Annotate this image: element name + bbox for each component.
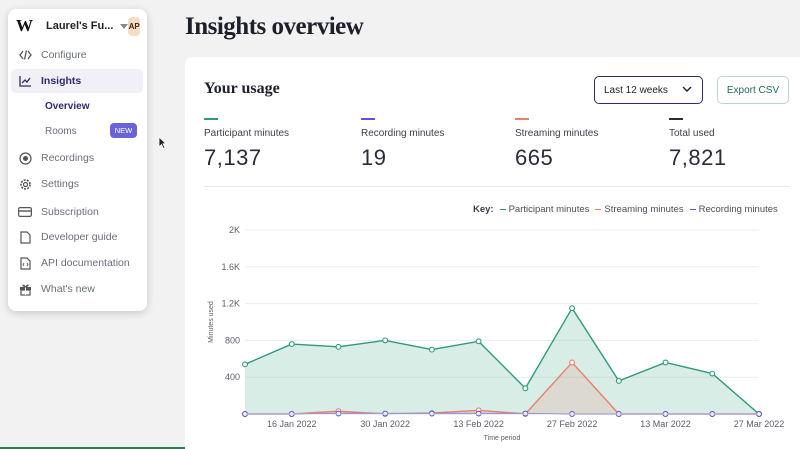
legend-entry-label: Streaming minutes [604,204,684,215]
sidebar-item-label: Configure [41,49,87,61]
data-point [569,359,576,366]
x-tick-label: 30 Jan 2022 [360,419,410,429]
stat-total-used: Total used 7,821 [669,118,727,171]
legend-dash [499,208,506,210]
stat-value: 665 [515,145,554,170]
sidebar-item-label: Settings [41,178,79,190]
gift-icon [18,282,32,296]
sidebar-item-developer-guide[interactable]: Developer guide [11,225,143,249]
gear-icon [18,177,32,191]
sidebar-item-label: Developer guide [41,231,118,243]
data-point [709,370,716,377]
stat-streaming-minutes: Streaming minutes 665 [515,118,598,171]
x-tick-label: 16 Jan 2022 [267,419,317,429]
credit-card-icon [18,205,32,219]
data-point [615,377,622,384]
record-icon [18,151,32,165]
code-document-icon [18,256,32,270]
mouse-cursor-icon [158,136,167,149]
stat-label: Recording minutes [361,128,445,139]
sidebar-item-label: Insights [41,75,82,87]
legend-dash [689,208,696,210]
stat-value: 7,821 [669,145,727,170]
sidebar-item-insights[interactable]: Insights [11,69,143,93]
series-area [245,308,759,414]
code-icon [18,48,32,62]
data-point [382,337,389,344]
legend-entry-label: Recording minutes [698,204,778,215]
stat-label: Streaming minutes [515,128,599,139]
data-point [428,346,435,353]
data-point [522,385,529,392]
line-chart-icon [18,74,32,88]
chart-legend: Key: Participant minutes Streaming minut… [473,204,784,215]
sidebar-item-label: What's new [41,283,95,295]
stat-participant-minutes: Participant minutes 7,137 [204,118,289,171]
date-range-value: Last 12 weeks [604,84,668,96]
stat-value: 7,137 [204,145,262,170]
usage-title: Your usage [204,80,280,97]
page-title: Insights overview [185,13,364,40]
x-tick-label: 27 Feb 2022 [547,419,598,429]
data-point [335,343,342,350]
workspace-name: Laurel's Fu... [46,20,114,32]
data-point [569,305,576,312]
stat-label: Participant minutes [204,128,290,139]
usage-chart: 2K 1.6K 1.2K 800 400 Minutes used 16 Jan 2022 3… [208,225,785,442]
caret-down-icon [120,23,129,29]
avatar[interactable]: AP [128,16,140,36]
workspace-switcher[interactable]: W Laurel's Fu... AP [8,11,147,41]
new-badge: NEW [110,123,137,138]
sidebar: W Laurel's Fu... AP Configure Insights O… [8,9,147,311]
y-tick-label: 400 [225,372,240,382]
legend-entry-streaming: Streaming minutes [595,204,684,215]
sidebar-subitem-rooms[interactable]: Rooms [45,126,77,137]
sidebar-item-configure[interactable]: Configure [11,43,143,67]
document-icon [18,230,32,244]
legend-entry-label: Participant minutes [508,204,590,215]
stat-recording-minutes: Recording minutes 19 [361,118,444,171]
sidebar-item-settings[interactable]: Settings [11,172,143,196]
y-axis-label: Minutes used [208,301,215,343]
stat-label: Total used [669,128,715,139]
legend-entry-recording: Recording minutes [689,204,778,215]
y-tick-label: 800 [225,335,240,345]
usage-card: Your usage Last 12 weeks Export CSV Part… [185,57,800,449]
legend-key-label: Key: [473,204,494,215]
x-tick-label: 13 Feb 2022 [453,419,504,429]
sidebar-item-whats-new[interactable]: What's new [11,277,143,301]
data-point [662,359,669,366]
divider [204,186,789,187]
sidebar-item-api-documentation[interactable]: API documentation [11,251,143,275]
x-axis-label: Time period [484,435,521,442]
data-point [475,338,482,345]
legend-entry-participant: Participant minutes [499,204,590,215]
participant-swatch [204,118,218,120]
sidebar-item-label: API documentation [41,257,130,269]
sidebar-item-recordings[interactable]: Recordings [11,146,143,170]
y-tick-label: 1.6K [221,262,240,272]
sidebar-item-label: Recordings [41,152,95,164]
series-line [244,306,760,415]
y-tick-label: 2K [229,225,240,235]
sidebar-item-subscription[interactable]: Subscription [11,200,143,224]
data-point [242,361,248,368]
chevron-down-icon [682,86,692,92]
sidebar-subitem-overview[interactable]: Overview [45,101,90,112]
x-tick-label: 13 Mar 2022 [640,419,691,429]
date-range-select[interactable]: Last 12 weeks [594,76,703,104]
x-tick-label: 27 Mar 2022 [734,419,785,429]
export-csv-button[interactable]: Export CSV [717,76,789,104]
streaming-swatch [515,118,529,120]
y-tick-label: 1.2K [221,299,240,309]
stat-value: 19 [361,145,387,170]
data-point [288,341,295,348]
workspace-logo: W [16,16,33,35]
sidebar-item-label: Subscription [41,206,99,218]
total-swatch [669,118,683,120]
legend-dash [595,208,602,210]
recording-swatch [361,118,375,120]
